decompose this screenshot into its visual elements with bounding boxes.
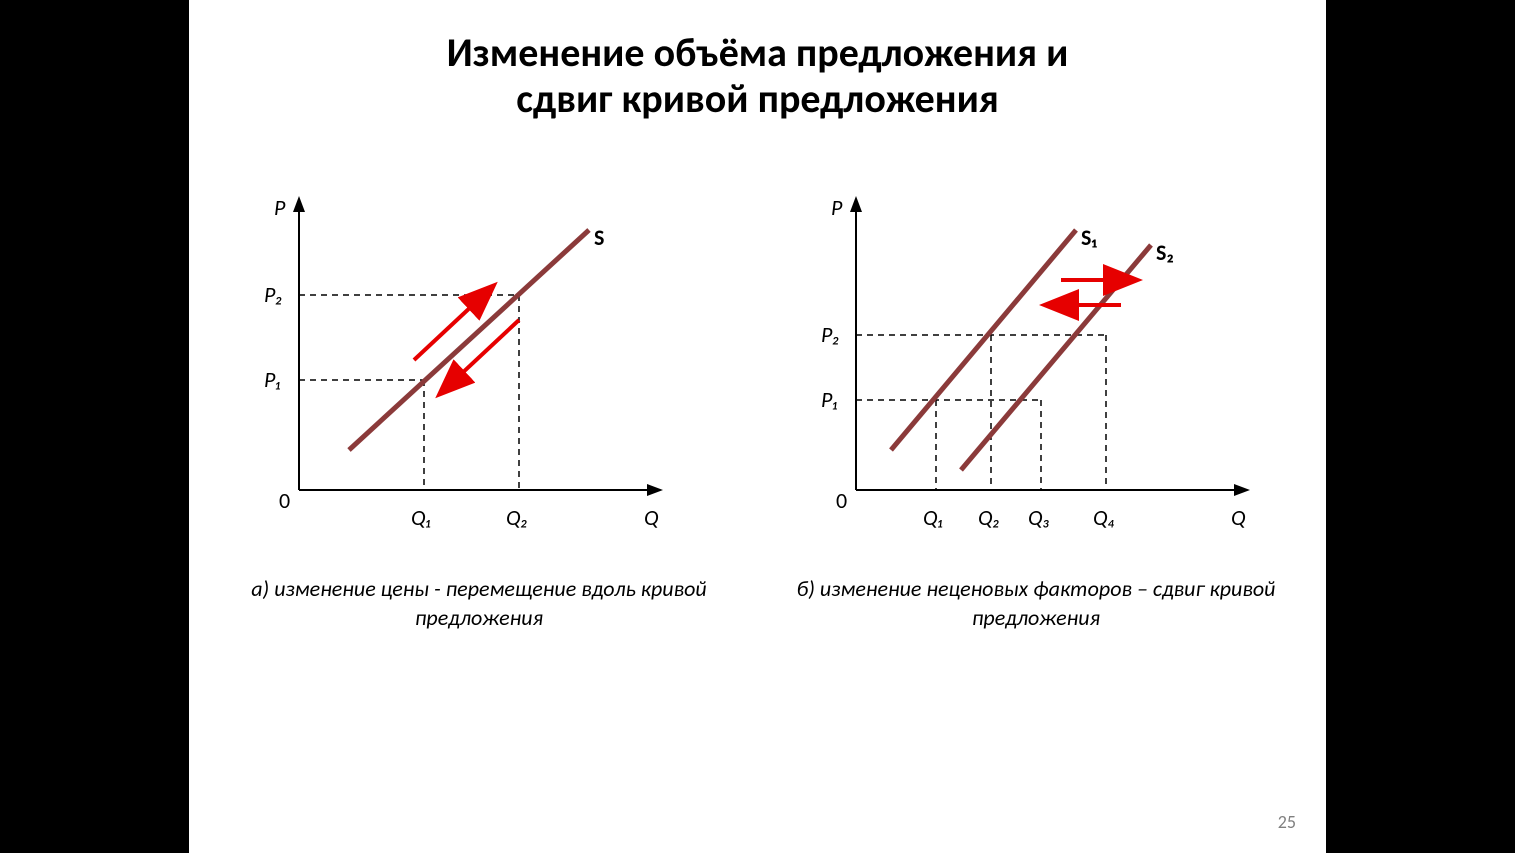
slide: Изменение объёма предложения и сдвиг кри…	[189, 0, 1326, 853]
supply-curve-s1	[891, 230, 1076, 450]
y-axis-label: P	[274, 194, 286, 221]
x-axis-label: Q	[1231, 504, 1246, 531]
tick-q1: Q₁	[923, 504, 943, 531]
y-axis-label: P	[831, 194, 843, 221]
caption-b: б) изменение неценовых факторов – сдвиг …	[786, 575, 1286, 632]
captions-row: а) изменение цены - перемещение вдоль кр…	[229, 575, 1286, 632]
chart-a-svg: P Q 0 S P₂ P₁ Q₁ Q₂	[229, 190, 729, 550]
chart-b-svg: P Q 0 S₁ S₂ P₂ P₁ Q₁ Q₂ Q₃ Q₄	[786, 190, 1286, 550]
curve-label-s: S	[594, 224, 604, 251]
page-number: 25	[1278, 811, 1296, 833]
supply-curve-s	[349, 230, 589, 450]
chart-a: P Q 0 S P₂ P₁ Q₁ Q₂	[229, 190, 729, 550]
tick-p2: P₂	[264, 281, 283, 308]
tick-p1: P₁	[821, 386, 838, 413]
tick-q3: Q₃	[1028, 504, 1050, 531]
tick-q1: Q₁	[411, 504, 431, 531]
tick-q2: Q₂	[978, 504, 1000, 531]
origin-label: 0	[836, 487, 847, 514]
arrow-up	[414, 290, 489, 360]
tick-p2: P₂	[821, 321, 840, 348]
curve-label-s2: S₂	[1156, 239, 1174, 266]
slide-title: Изменение объёма предложения и сдвиг кри…	[189, 30, 1326, 122]
tick-q2: Q₂	[506, 504, 528, 531]
origin-label: 0	[279, 487, 290, 514]
tick-q4: Q₄	[1093, 504, 1115, 531]
x-axis-label: Q	[644, 504, 659, 531]
chart-b: P Q 0 S₁ S₂ P₂ P₁ Q₁ Q₂ Q₃ Q₄	[786, 190, 1286, 550]
title-line-2: сдвиг кривой предложения	[516, 74, 999, 123]
caption-a: а) изменение цены - перемещение вдоль кр…	[229, 575, 729, 632]
title-line-1: Изменение объёма предложения и	[447, 28, 1069, 77]
curve-label-s1: S₁	[1081, 224, 1097, 251]
tick-p1: P₁	[264, 366, 281, 393]
charts-row: P Q 0 S P₂ P₁ Q₁ Q₂	[229, 190, 1286, 550]
